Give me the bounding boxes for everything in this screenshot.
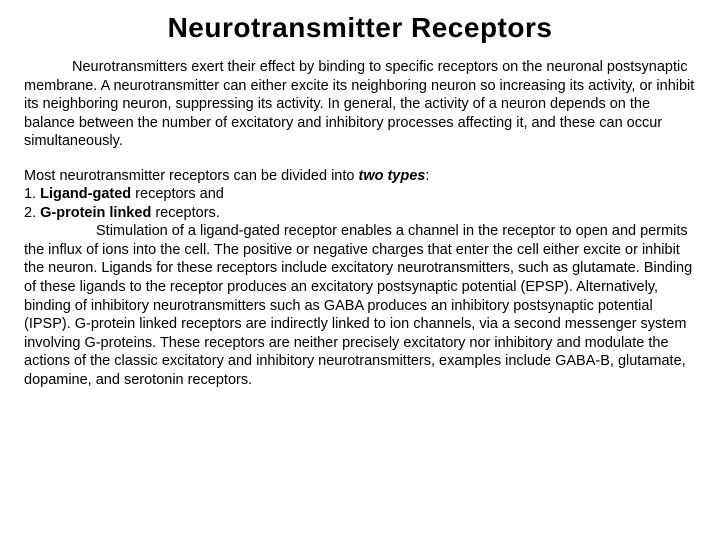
p2-item1-tail: receptors and bbox=[131, 186, 224, 202]
p2-item1-term: Ligand-gated bbox=[40, 186, 131, 202]
p2-lead: Most neurotransmitter receptors can be d… bbox=[24, 168, 358, 184]
p2-item2-num: 2. bbox=[24, 205, 40, 221]
p1-text: Neurotransmitters exert their effect by … bbox=[24, 59, 694, 149]
paragraph-2: Most neurotransmitter receptors can be d… bbox=[24, 167, 696, 390]
p2-two-types: two types bbox=[358, 168, 425, 184]
p2-item2-term: G-protein linked bbox=[40, 205, 151, 221]
page-title: Neurotransmitter Receptors bbox=[24, 12, 696, 44]
p2-item2-tail: receptors. bbox=[151, 205, 220, 221]
p2-item1-num: 1. bbox=[24, 186, 40, 202]
p2-colon: : bbox=[425, 168, 429, 184]
p2-body: Stimulation of a ligand-gated receptor e… bbox=[24, 223, 692, 387]
paragraph-1: Neurotransmitters exert their effect by … bbox=[24, 58, 696, 151]
